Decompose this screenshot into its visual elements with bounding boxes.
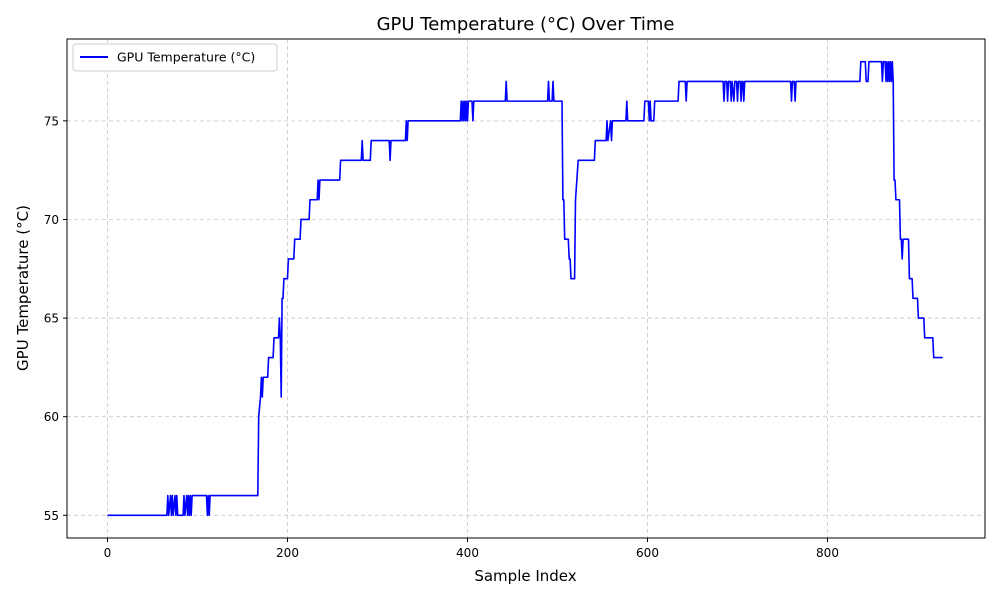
grid-lines <box>67 39 985 538</box>
y-tick-label: 70 <box>44 213 59 227</box>
y-axis-ticks: 55 60 65 70 75 <box>44 114 67 523</box>
x-tick-label: 200 <box>276 546 299 560</box>
x-tick-label: 800 <box>816 546 839 560</box>
x-tick-label: 0 <box>104 546 112 560</box>
x-tick-label: 600 <box>636 546 659 560</box>
legend-entry-gpu-temperature: GPU Temperature (°C) <box>117 50 255 65</box>
plot-frame <box>66 38 986 539</box>
y-tick-label: 65 <box>44 312 59 326</box>
legend: GPU Temperature (°C) <box>72 43 278 72</box>
x-axis-label: Sample Index <box>474 567 576 585</box>
series-layer <box>107 60 943 517</box>
y-tick-label: 55 <box>44 509 59 523</box>
y-tick-label: 75 <box>44 114 59 128</box>
y-axis-label: GPU Temperature (°C) <box>14 205 32 371</box>
x-axis-ticks: 0 200 400 600 800 <box>104 538 839 560</box>
series-line-0 <box>107 60 943 517</box>
chart-title: GPU Temperature (°C) Over Time <box>377 14 675 35</box>
y-tick-label: 60 <box>44 410 59 424</box>
legend-box <box>72 43 278 72</box>
x-tick-label: 400 <box>456 546 479 560</box>
